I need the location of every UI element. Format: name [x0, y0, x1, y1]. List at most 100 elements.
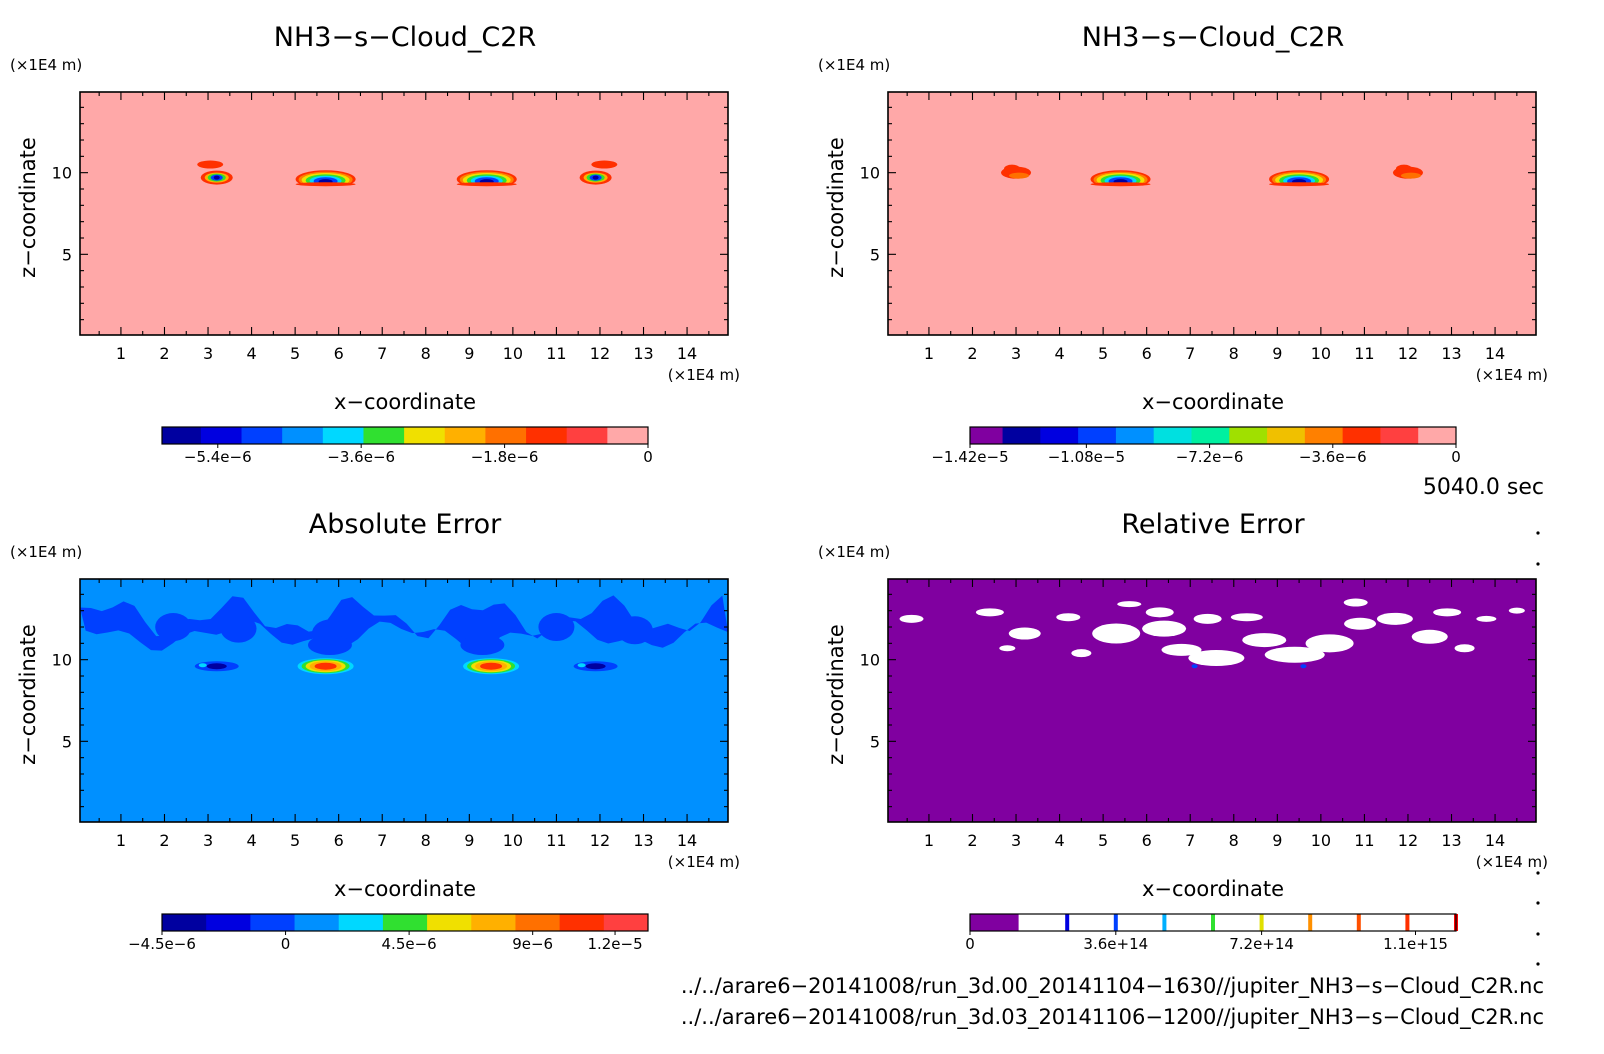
- x-axis-label: x−coordinate: [334, 390, 476, 414]
- colorbar-swatch: [444, 427, 486, 444]
- feature-dip-2: [194, 661, 239, 672]
- y-tick-label: 10: [860, 651, 880, 670]
- colorbar-swatch: [1115, 427, 1155, 444]
- colorbar-swatch: [1191, 427, 1230, 444]
- y-tick-label: 5: [870, 245, 880, 264]
- colorbar-swatch: [607, 427, 649, 444]
- x-tick-label: 3: [1011, 344, 1021, 363]
- colorbar-swatch: [363, 427, 405, 444]
- y-unit-label: (×1E4 m): [10, 543, 82, 561]
- feature-dome-3: [1267, 170, 1332, 193]
- colorbar-swatch: [322, 427, 364, 444]
- x-tick-label: 4: [246, 831, 256, 850]
- colorbar-line: [1259, 914, 1264, 931]
- feature-dome-2: [1088, 170, 1153, 193]
- colorbar-swatch: [382, 914, 428, 931]
- colorbar-swatch: [471, 914, 516, 931]
- y-axis-label: z−coordinate: [16, 137, 40, 278]
- colorbar-frame: [969, 426, 1457, 445]
- x-tick-label: 3: [203, 344, 213, 363]
- colorbar-swatch: [526, 427, 568, 444]
- colorbar-swatch: [970, 914, 1019, 931]
- tick-marks: [888, 579, 1536, 822]
- x-tick-label: 13: [633, 344, 653, 363]
- tick-marks: [80, 579, 728, 822]
- plot-field: [80, 579, 728, 822]
- x-tick-label: 1: [116, 831, 126, 850]
- x-tick-label: 8: [1229, 831, 1239, 850]
- feature-blob-1: [1001, 164, 1032, 179]
- file-path-2: ../../arare6−20141008/run_3d.03_20141106…: [681, 1005, 1544, 1030]
- x-tick-label: 4: [1054, 344, 1064, 363]
- x-tick-label: 6: [334, 831, 344, 850]
- feature-core-3: [297, 658, 354, 675]
- x-tick-label: 10: [503, 344, 523, 363]
- x-tick-label: 1: [924, 344, 934, 363]
- colorbar-swatch: [282, 427, 324, 444]
- colorbar-swatch: [206, 914, 251, 931]
- colorbar-line: [1162, 914, 1167, 931]
- colorbar-line: [1065, 914, 1070, 931]
- colorbar-tick-label: 0: [965, 935, 975, 953]
- plot-background: [80, 92, 728, 335]
- colorbar-tick-label: 0: [281, 935, 291, 953]
- x-tick-label: 2: [159, 344, 169, 363]
- colorbar: −4.5e−6 0 4.5e−6 9e−6 1.2e−5: [128, 913, 649, 953]
- x-tick-label: 14: [1485, 831, 1505, 850]
- x-unit-label: (×1E4 m): [1476, 853, 1548, 871]
- x-tick-label: 9: [464, 831, 474, 850]
- colorbar-tick-label: 3.6e+14: [1083, 935, 1148, 953]
- colorbar-swatch: [1418, 427, 1457, 444]
- colorbar-swatch: [1380, 427, 1419, 444]
- colorbar-tick-label: −1.08e−5: [1048, 448, 1125, 466]
- colorbar-swatch: [294, 914, 340, 931]
- x-tick-label: 13: [1441, 831, 1461, 850]
- x-tick-label: 8: [1229, 344, 1239, 363]
- colorbar-tick-label: 1.2e−5: [587, 935, 642, 953]
- colorbar-swatch: [1002, 427, 1041, 444]
- colorbar-frame: [161, 426, 649, 445]
- x-tick-label: 14: [677, 831, 697, 850]
- colorbar-swatch: [515, 914, 561, 931]
- chart-panel-4: Relative Error(×1E4 m)1 2 3 4 5 6 7 8 9 10 11 12 13 1…: [818, 509, 1548, 953]
- tick-marks: [888, 92, 1536, 335]
- x-tick-label: 7: [377, 344, 387, 363]
- x-tick-label: 6: [334, 344, 344, 363]
- y-tick-label: 5: [870, 732, 880, 751]
- colorbar-swatch: [241, 427, 283, 444]
- x-tick-label: 2: [967, 344, 977, 363]
- chart-panel-1: NH3−s−Cloud_C2R(×1E4 m)1 2 3 4 5 6 7 8 9 10 11 12 13…: [10, 22, 740, 466]
- x-tick-label: 5: [290, 344, 300, 363]
- colorbar-line: [1356, 914, 1361, 931]
- x-tick-label: 12: [590, 344, 610, 363]
- colorbar-frame: [161, 913, 649, 932]
- x-tick-label: 7: [1185, 344, 1195, 363]
- x-tick-label: 3: [203, 831, 213, 850]
- x-tick-label: 9: [1272, 831, 1282, 850]
- x-tick-label: 2: [159, 831, 169, 850]
- colorbar-swatch: [162, 914, 207, 931]
- x-tick-label: 8: [421, 831, 431, 850]
- x-tick-label: 9: [1272, 344, 1282, 363]
- colorbar-frame: [969, 913, 1457, 932]
- x-tick-label: 12: [1398, 831, 1418, 850]
- x-tick-label: 10: [1311, 344, 1331, 363]
- x-tick-label: 9: [464, 344, 474, 363]
- colorbar-swatch: [559, 914, 605, 931]
- feature-mini-1: [200, 170, 233, 185]
- x-tick-label: 14: [677, 344, 697, 363]
- colorbar-line: [1308, 914, 1313, 931]
- colorbar-swatch: [566, 427, 608, 444]
- colorbar: −5.4e−6 −3.6e−6 −1.8e−6 0: [161, 426, 653, 466]
- x-tick-label: 10: [1311, 831, 1331, 850]
- colorbar-swatch: [485, 427, 527, 444]
- x-tick-label: 11: [1354, 831, 1374, 850]
- colorbar-line: [1113, 914, 1118, 931]
- colorbar-swatch: [1267, 427, 1306, 444]
- colorbar-swatch: [427, 914, 472, 931]
- x-tick-label: 11: [546, 831, 566, 850]
- time-label: 5040.0 sec: [1423, 475, 1544, 500]
- x-tick-label: 13: [633, 831, 653, 850]
- colorbar-tick-label: −1.42e−5: [931, 448, 1008, 466]
- x-tick-label: 11: [1354, 344, 1374, 363]
